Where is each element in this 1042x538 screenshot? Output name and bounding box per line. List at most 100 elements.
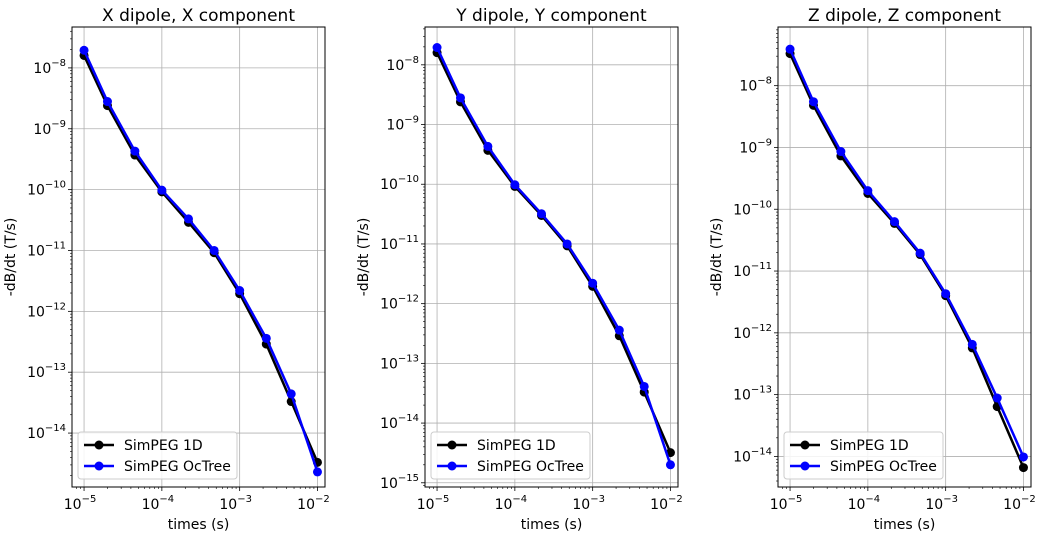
data-point-simpeg-octree: [455, 93, 465, 103]
data-point-simpeg-octree: [312, 467, 322, 477]
y-axis-label: -dB/dt (T/s): [709, 218, 725, 297]
y-tick-label: 10−11: [733, 261, 772, 280]
legend-label: SimPEG OcTree: [124, 459, 231, 475]
data-point-simpeg-octree: [79, 45, 89, 55]
x-axis-label: times (s): [521, 517, 583, 533]
y-tick-label: 10−15: [380, 473, 419, 492]
legend-marker: [800, 461, 810, 471]
legend-box: [783, 431, 944, 480]
legend-box: [77, 431, 238, 480]
data-point-simpeg-octree: [235, 286, 245, 296]
data-point-simpeg-octree: [1018, 452, 1028, 462]
y-tick-label: 10−9: [33, 119, 66, 138]
legend-marker: [94, 461, 104, 471]
y-tick-label: 10−13: [733, 385, 772, 404]
y-tick-label: 10−11: [27, 240, 66, 259]
legend: SimPEG 1D SimPEG OcTree: [783, 431, 944, 480]
series-line-simpeg-1d: [435, 52, 672, 454]
x-axis-label: times (s): [874, 517, 936, 533]
chart-panel-3: 10−5 10−4 10−3 10−2 10−8 10−9 10−10 10−11 10−12 1…: [709, 6, 1036, 533]
data-point-simpeg-octree: [967, 339, 977, 349]
legend-label: SimPEG 1D: [477, 438, 556, 454]
chart-title: Z dipole, Z component: [808, 6, 1001, 26]
series-line-simpeg-octree: [788, 48, 1025, 458]
y-tick-label: 10−13: [27, 362, 66, 381]
data-point-simpeg-octree: [130, 146, 140, 156]
x-tick-label: 10−3: [925, 494, 958, 513]
data-point-simpeg-octree: [102, 97, 112, 107]
y-tick-label: 10−10: [27, 180, 66, 199]
x-tick-label: 10−4: [142, 494, 175, 513]
data-point-simpeg-octree: [588, 278, 598, 288]
data-point-simpeg-octree: [889, 217, 899, 227]
data-point-simpeg-octree: [183, 214, 193, 224]
y-tick-label: 10−14: [380, 413, 419, 432]
chart-panel-2: 10−5 10−4 10−3 10−2 10−8 10−9 10−10 10−11 10−12 1…: [356, 6, 683, 533]
x-tick-label: 10−2: [1003, 494, 1036, 513]
y-axis-label: -dB/dt (T/s): [3, 218, 19, 297]
x-tick-label: 10−5: [64, 494, 97, 513]
data-point-simpeg-octree: [261, 333, 271, 343]
legend-label: SimPEG 1D: [124, 438, 203, 454]
series-line-simpeg-1d: [82, 54, 319, 463]
legend: SimPEG 1D SimPEG OcTree: [77, 431, 238, 480]
y-tick-label: 10−9: [386, 115, 419, 134]
data-point-simpeg-octree: [432, 43, 442, 53]
x-tick-label: 10−5: [417, 494, 450, 513]
plot-frame: [424, 26, 679, 488]
legend-box: [430, 431, 591, 480]
chart-title: X dipole, X component: [102, 6, 295, 26]
legend-label: SimPEG OcTree: [830, 459, 937, 475]
data-point-simpeg-octree: [614, 325, 624, 335]
data-point-simpeg-octree: [562, 239, 572, 249]
chart-panel-1: 10−5 10−4 10−3 10−2 10−8 10−9 10−10 10−11 10−12 1…: [3, 6, 330, 533]
x-axis-label: times (s): [168, 517, 230, 533]
y-tick-label: 10−10: [733, 199, 772, 218]
data-point-simpeg-octree: [836, 147, 846, 157]
x-tick-label: 10−2: [650, 494, 683, 513]
data-point-simpeg-octree: [808, 97, 818, 107]
data-point-simpeg-octree: [209, 245, 219, 255]
legend-marker: [447, 461, 457, 471]
data-point-simpeg-1d: [1018, 463, 1028, 473]
plot-frame: [71, 26, 326, 488]
data-point-simpeg-octree: [785, 44, 795, 54]
data-point-simpeg-octree: [992, 393, 1002, 403]
legend: SimPEG 1D SimPEG OcTree: [430, 431, 591, 480]
x-tick-label: 10−3: [572, 494, 605, 513]
data-point-simpeg-octree: [665, 460, 675, 470]
y-tick-label: 10−13: [380, 353, 419, 372]
y-tick-label: 10−11: [380, 234, 419, 253]
legend-marker: [447, 440, 457, 450]
y-tick-label: 10−8: [33, 58, 66, 77]
legend-marker: [800, 440, 810, 450]
y-axis-label: -dB/dt (T/s): [356, 218, 372, 297]
legend-label: SimPEG 1D: [830, 438, 909, 454]
y-tick-label: 10−10: [380, 174, 419, 193]
data-point-simpeg-octree: [915, 248, 925, 258]
data-point-simpeg-octree: [536, 209, 546, 219]
plot-frame: [777, 26, 1032, 488]
data-point-simpeg-octree: [286, 389, 296, 399]
series-line-simpeg-1d: [788, 53, 1025, 469]
legend-label: SimPEG OcTree: [477, 459, 584, 475]
legend-marker: [94, 440, 104, 450]
series-line-simpeg-octree: [435, 46, 672, 466]
y-tick-label: 10−12: [733, 323, 772, 342]
data-point-simpeg-octree: [510, 180, 520, 190]
y-tick-label: 10−9: [739, 137, 772, 156]
data-point-simpeg-octree: [157, 185, 167, 195]
x-tick-label: 10−5: [770, 494, 803, 513]
y-tick-label: 10−14: [733, 446, 772, 465]
data-point-simpeg-octree: [483, 141, 493, 151]
x-tick-label: 10−3: [219, 494, 252, 513]
y-tick-label: 10−14: [27, 423, 66, 442]
y-tick-label: 10−12: [27, 301, 66, 320]
x-tick-label: 10−4: [848, 494, 881, 513]
data-point-simpeg-octree: [639, 381, 649, 391]
x-tick-label: 10−2: [297, 494, 330, 513]
y-tick-label: 10−12: [380, 294, 419, 313]
y-tick-label: 10−8: [739, 76, 772, 95]
series-line-simpeg-octree: [82, 49, 319, 473]
